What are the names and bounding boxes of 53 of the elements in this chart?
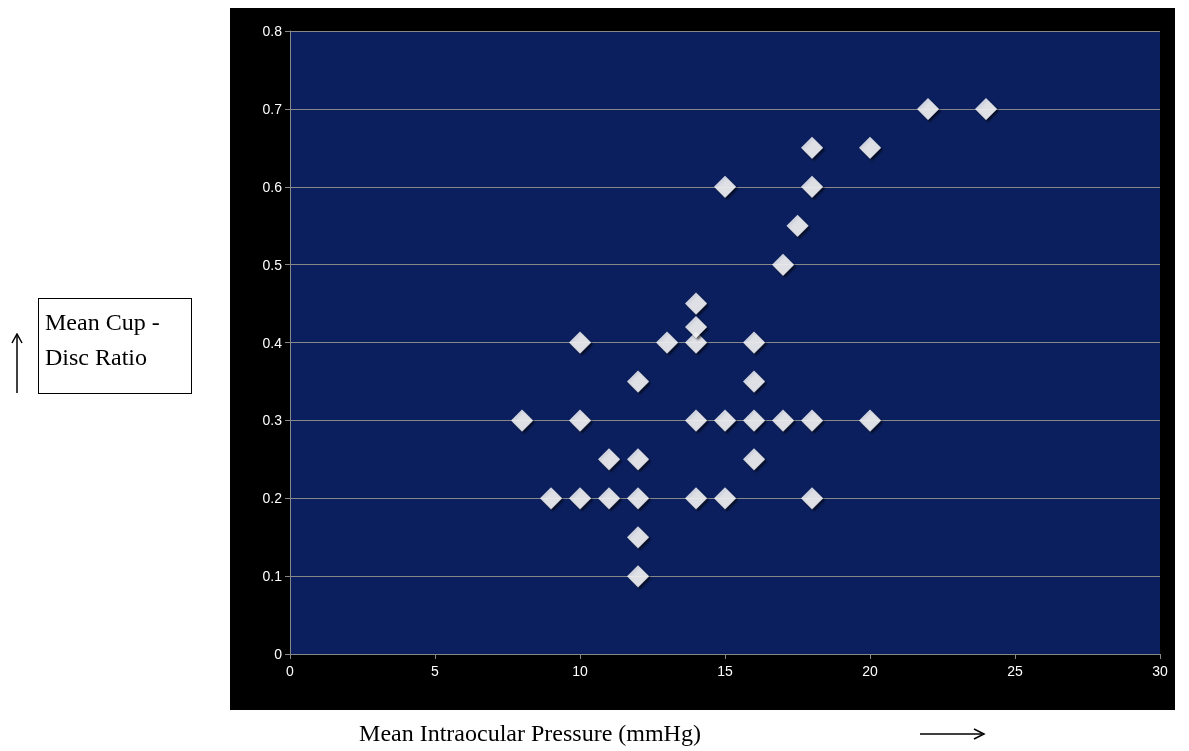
y-tick-label: 0.3 bbox=[262, 412, 283, 429]
y-tick-label: 0.4 bbox=[262, 334, 283, 351]
point bbox=[627, 448, 649, 471]
point bbox=[685, 487, 707, 510]
point bbox=[627, 487, 649, 510]
x-tick-label: 25 bbox=[1007, 663, 1023, 679]
point bbox=[656, 331, 678, 354]
y-tick-label: 0.8 bbox=[262, 23, 283, 39]
y-axis-title: Mean Cup -Disc Ratio bbox=[38, 298, 192, 394]
y-tick-label: 0.6 bbox=[262, 178, 283, 195]
point bbox=[743, 448, 765, 471]
point bbox=[540, 487, 562, 510]
point bbox=[714, 409, 736, 432]
point bbox=[569, 487, 591, 510]
point bbox=[801, 409, 823, 432]
point bbox=[743, 409, 765, 432]
x-tick-label: 15 bbox=[717, 663, 733, 679]
point bbox=[598, 487, 620, 510]
x-tick-label: 10 bbox=[572, 663, 588, 679]
point bbox=[743, 370, 765, 393]
point bbox=[627, 565, 649, 588]
y-tick-label: 0.1 bbox=[262, 568, 283, 585]
x-tick-label: 20 bbox=[862, 663, 878, 679]
point bbox=[772, 409, 794, 432]
y-tick-label: 0.2 bbox=[262, 490, 283, 507]
x-axis-title: Mean Intraocular Pressure (mmHg) bbox=[358, 720, 702, 747]
point bbox=[917, 97, 939, 120]
y-tick-label: 0 bbox=[274, 646, 283, 662]
point bbox=[772, 253, 794, 276]
point bbox=[859, 136, 881, 159]
x-tick-label: 30 bbox=[1152, 663, 1168, 679]
x-tick-label: 5 bbox=[431, 663, 440, 679]
point bbox=[801, 175, 823, 198]
point bbox=[685, 409, 707, 432]
point bbox=[569, 409, 591, 432]
point bbox=[511, 409, 533, 432]
point bbox=[627, 370, 649, 393]
y-tick-label: 0.7 bbox=[262, 100, 283, 117]
point bbox=[801, 136, 823, 159]
point bbox=[685, 315, 707, 338]
point bbox=[743, 331, 765, 354]
point bbox=[685, 292, 707, 315]
point bbox=[975, 97, 997, 120]
point bbox=[801, 487, 823, 510]
point bbox=[569, 331, 591, 354]
point bbox=[859, 409, 881, 432]
point bbox=[598, 448, 620, 471]
point bbox=[714, 175, 736, 198]
point bbox=[627, 526, 649, 549]
x-tick-label: 0 bbox=[286, 663, 295, 679]
y-tick-label: 0.5 bbox=[262, 256, 283, 273]
point bbox=[714, 487, 736, 510]
point bbox=[786, 214, 809, 237]
